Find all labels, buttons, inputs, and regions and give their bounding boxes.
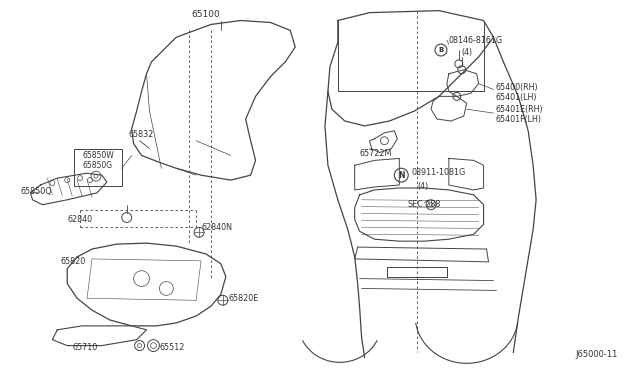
- Text: 65722M: 65722M: [360, 148, 392, 158]
- Text: 62840N: 62840N: [201, 223, 232, 232]
- Bar: [74, 148, 122, 186]
- Text: 65832: 65832: [129, 130, 154, 139]
- Text: 65820: 65820: [60, 257, 86, 266]
- Text: 65850G: 65850G: [83, 161, 113, 170]
- Text: 65850Q: 65850Q: [20, 187, 52, 196]
- Text: 65400(RH): 65400(RH): [495, 83, 538, 92]
- Text: 65401(LH): 65401(LH): [495, 93, 537, 102]
- Text: 65100: 65100: [191, 10, 220, 19]
- Text: 65512: 65512: [159, 343, 185, 352]
- Text: 65820E: 65820E: [228, 294, 259, 303]
- Text: (4): (4): [417, 182, 428, 191]
- Text: 08146-8161G: 08146-8161G: [449, 36, 503, 45]
- Text: 62840: 62840: [67, 215, 92, 224]
- Text: 08911-1081G: 08911-1081G: [412, 168, 465, 177]
- Text: N: N: [398, 171, 404, 180]
- Text: 65401E(RH): 65401E(RH): [495, 105, 543, 114]
- Text: SEC.288: SEC.288: [407, 200, 440, 209]
- Text: 65710: 65710: [72, 343, 97, 352]
- Text: 65401F(LH): 65401F(LH): [495, 115, 541, 124]
- Text: J65000-11: J65000-11: [575, 350, 618, 359]
- Text: B: B: [438, 47, 444, 53]
- Text: 65850W: 65850W: [82, 151, 114, 160]
- Text: (4): (4): [461, 48, 473, 57]
